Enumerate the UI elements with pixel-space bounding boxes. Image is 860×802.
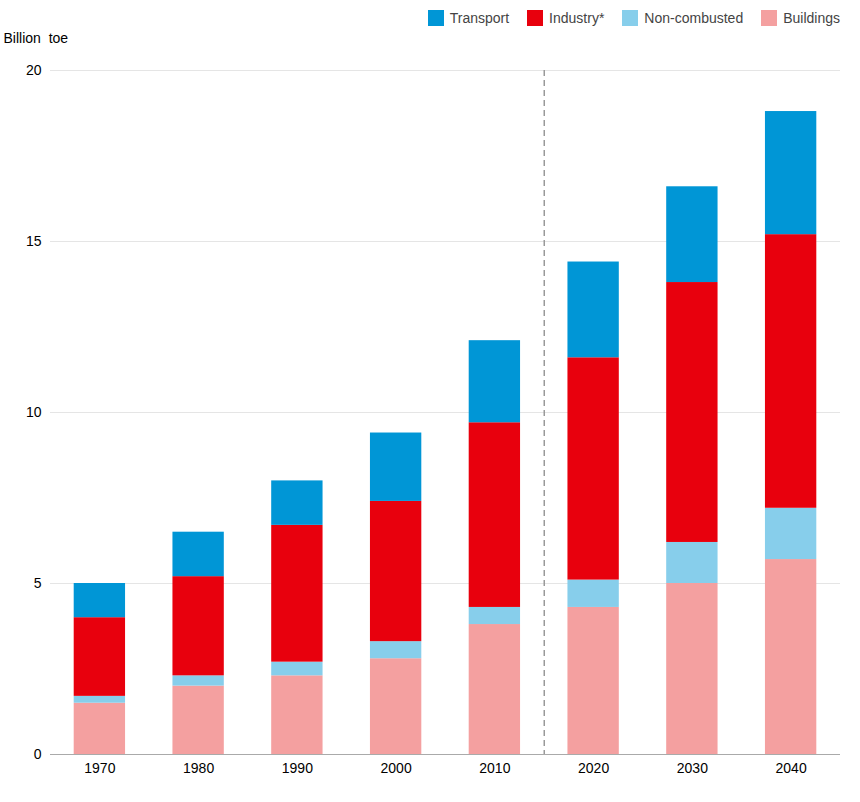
svg-text:10: 10	[26, 404, 42, 420]
svg-text:20: 20	[26, 62, 42, 78]
svg-text:1970: 1970	[84, 760, 115, 776]
svg-text:2010: 2010	[479, 760, 510, 776]
svg-text:1980: 1980	[183, 760, 214, 776]
svg-text:2030: 2030	[677, 760, 708, 776]
svg-text:2040: 2040	[776, 760, 807, 776]
svg-text:15: 15	[26, 233, 42, 249]
html-text:Transport: Transport	[449, 10, 510, 26]
html-text:Industry*: Industry*	[549, 10, 605, 26]
svg-text:5: 5	[34, 575, 42, 591]
html-text:Buildings: Buildings	[783, 10, 840, 26]
html-text:Non-combusted: Non-combusted	[644, 10, 744, 26]
svg-text:Billion toe: Billion toe	[4, 30, 69, 46]
svg-text:0: 0	[34, 746, 42, 762]
svg-text:2020: 2020	[578, 760, 609, 776]
svg-text:2000: 2000	[381, 760, 412, 776]
svg-text:1990: 1990	[282, 760, 313, 776]
